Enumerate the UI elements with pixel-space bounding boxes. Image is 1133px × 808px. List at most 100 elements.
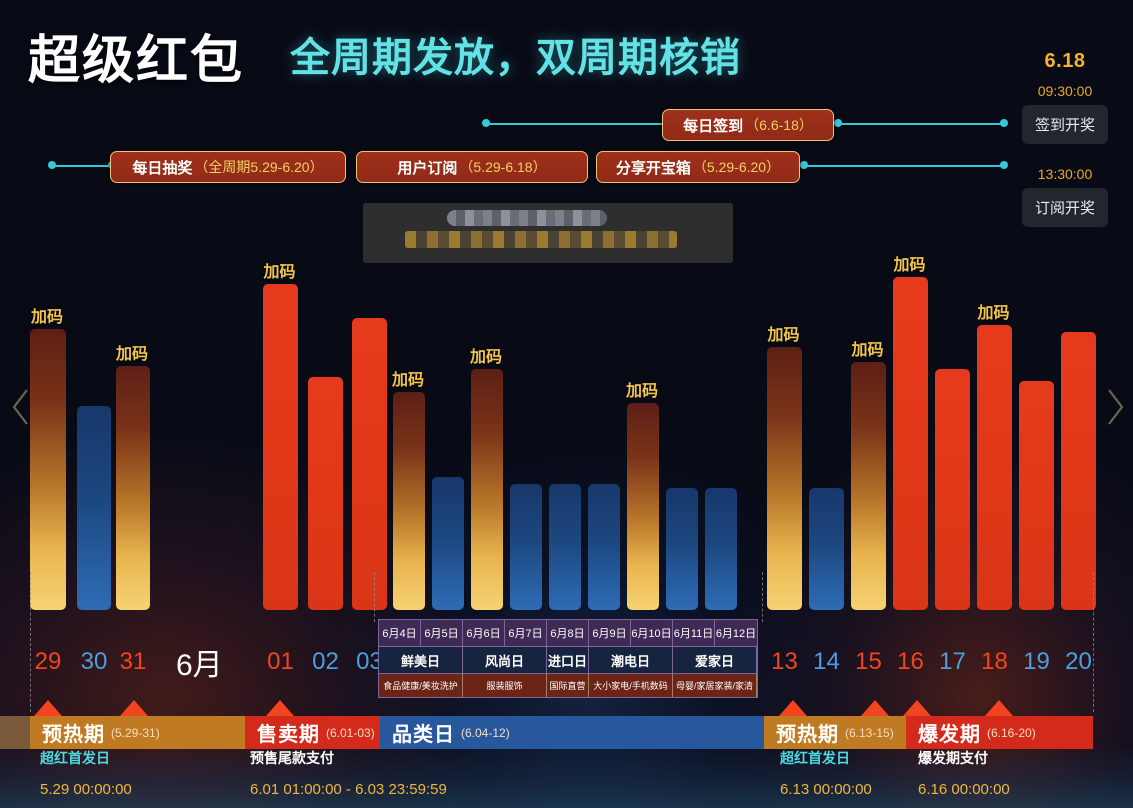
chart-bar[interactable] <box>549 484 581 610</box>
pill-share-treasure-box[interactable]: 分享开宝箱 （5.29-6.20） <box>596 151 800 183</box>
subscribe-draw-button[interactable]: 订阅开奖 <box>1022 188 1108 227</box>
chart-bar[interactable] <box>352 318 387 610</box>
pill-daily-lottery[interactable]: 每日抽奖 （全周期5.29-6.20） <box>110 151 346 183</box>
pill-daily-checkin[interactable]: 每日签到 （6.6-18） <box>662 109 834 141</box>
date-number: 15 <box>855 648 882 675</box>
chart-bar[interactable] <box>627 403 659 610</box>
chart-bar[interactable] <box>77 406 111 610</box>
prev-arrow-icon[interactable] <box>10 385 32 429</box>
dashed-sep-4 <box>1093 572 1094 712</box>
chart-bar[interactable] <box>432 477 464 610</box>
category-date-cell: 6月8日 <box>547 620 589 646</box>
note-value: 6.13 00:00:00 <box>780 781 872 798</box>
dashed-sep-2 <box>374 572 375 622</box>
chart-bar[interactable] <box>893 277 928 610</box>
category-day-table: 6月4日 6月5日 6月6日 6月7日 6月8日 6月9日 6月10日 6月11日 6月12日 … <box>378 619 758 698</box>
note-value: 6.01 01:00:00 - 6.03 23:59:59 <box>250 781 447 798</box>
category-name-cell: 进口日 <box>547 647 589 673</box>
chart-bar[interactable] <box>471 369 503 610</box>
marker-triangle <box>985 700 1013 716</box>
chart-bar[interactable] <box>308 377 343 610</box>
phase-range: (6.04-12) <box>461 725 510 740</box>
category-date-row: 6月4日 6月5日 6月6日 6月7日 6月8日 6月9日 6月10日 6月11日 6月12日 <box>379 620 757 646</box>
date-number: 31 <box>119 648 147 675</box>
page-title: 超级红包 <box>28 32 245 90</box>
next-arrow-icon[interactable] <box>1104 385 1126 429</box>
date-number: 20 <box>1065 648 1092 675</box>
dashed-sep-3 <box>762 572 763 622</box>
chart-bar[interactable] <box>510 484 542 610</box>
pill-label: 每日抽奖 <box>132 159 193 177</box>
dashed-sep-1 <box>30 572 31 712</box>
connector-line-subscribe <box>804 165 1004 167</box>
note-3: 超红首发日 6.13 00:00:00 <box>780 748 872 798</box>
note-1: 超红首发日 5.29 00:00:00 <box>40 748 132 798</box>
chart-bar[interactable] <box>851 362 886 610</box>
chart-bar[interactable] <box>588 484 620 610</box>
chart-bar[interactable] <box>263 284 298 610</box>
chart-bar[interactable] <box>935 369 970 610</box>
category-name-row: 鲜美日 风尚日 进口日 潮电日 爱家日 <box>379 646 757 673</box>
category-desc-cell: 母婴/家居家装/家清 <box>673 674 757 697</box>
category-name-cell: 爱家日 <box>673 647 757 673</box>
lottery-time-1: 09:30:00 <box>1037 83 1093 99</box>
category-date-cell: 6月5日 <box>421 620 463 646</box>
date-number: 02 <box>312 648 339 675</box>
phase-range: (6.13-15) <box>845 725 894 740</box>
category-date-cell: 6月4日 <box>379 620 421 646</box>
note-title: 预售尾款支付 <box>250 750 334 766</box>
boost-label: 加码 <box>392 372 425 389</box>
date-number: 30 <box>80 648 108 675</box>
phase-bar-lead <box>0 716 30 749</box>
category-date-cell: 6月9日 <box>589 620 631 646</box>
boost-label: 加码 <box>893 257 926 274</box>
bar-chart: 加码 加码 加码 加码 加码 加码 加码 加码 加码 加码 <box>0 205 1133 615</box>
note-value: 5.29 00:00:00 <box>40 781 132 798</box>
chart-bar[interactable] <box>1061 332 1096 610</box>
phase-bar-preheat-2[interactable]: 预热期 (6.13-15) <box>764 716 906 749</box>
pill-range: （6.6-18） <box>745 117 813 133</box>
chart-bar[interactable] <box>809 488 844 610</box>
chart-bar[interactable] <box>977 325 1012 610</box>
lottery-time-2: 13:30:00 <box>1037 166 1093 182</box>
phase-name: 预热期 <box>42 724 105 746</box>
connector-line-checkin-right <box>838 123 1004 125</box>
lottery-date: 6.18 <box>1044 50 1086 72</box>
phase-bar-sale[interactable]: 售卖期 (6.01-03) <box>245 716 380 749</box>
chart-bar[interactable] <box>393 392 425 610</box>
phase-name: 品类日 <box>392 724 455 746</box>
pill-user-subscription[interactable]: 用户订阅 （5.29-6.18） <box>356 151 588 183</box>
checkin-draw-button[interactable]: 签到开奖 <box>1022 105 1108 144</box>
phase-bar-preheat-1[interactable]: 预热期 (5.29-31) <box>30 716 245 749</box>
redacted-line-2 <box>405 231 677 248</box>
connector-dot-left-start <box>48 161 56 169</box>
chart-bar[interactable] <box>30 329 66 610</box>
boost-label: 加码 <box>31 309 64 326</box>
category-name-cell: 鲜美日 <box>379 647 463 673</box>
note-title: 超红首发日 <box>780 750 850 766</box>
chart-bar[interactable] <box>1019 381 1054 610</box>
connector-line-checkin-left <box>486 123 664 125</box>
date-number: 16 <box>897 648 924 675</box>
note-value: 6.16 00:00:00 <box>918 781 1010 798</box>
redacted-tooltip <box>363 203 733 263</box>
chart-bar[interactable] <box>666 488 698 610</box>
phase-bar-peak[interactable]: 爆发期 (6.16-20) <box>906 716 1093 749</box>
note-4: 爆发期支付 6.16 00:00:00 <box>918 748 1010 798</box>
connector-dot-subscribe-end <box>1000 161 1008 169</box>
marker-triangle <box>266 700 294 716</box>
chart-bar[interactable] <box>767 347 802 610</box>
category-desc-row: 食品健康/美妆洗护 服装服饰 国际直营 大小家电/手机数码 母婴/家居家装/家清 <box>379 673 757 697</box>
redacted-line-1 <box>447 210 607 226</box>
note-title: 爆发期支付 <box>918 750 988 766</box>
spacer <box>1015 144 1115 156</box>
boost-label: 加码 <box>977 305 1010 322</box>
date-number: 13 <box>771 648 798 675</box>
pill-label: 用户订阅 <box>397 159 458 177</box>
category-name-cell: 风尚日 <box>463 647 547 673</box>
note-title: 超红首发日 <box>40 750 110 766</box>
chart-bar[interactable] <box>705 488 737 610</box>
phase-bar-category-day[interactable]: 品类日 (6.04-12) <box>380 716 764 749</box>
chart-bar[interactable] <box>116 366 150 610</box>
